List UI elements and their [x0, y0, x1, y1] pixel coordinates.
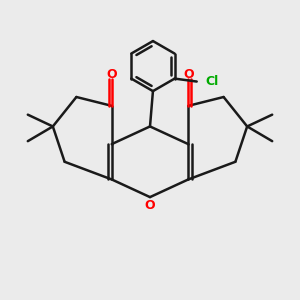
Text: O: O	[145, 199, 155, 212]
Text: Cl: Cl	[205, 75, 218, 88]
Text: O: O	[183, 68, 194, 80]
Text: O: O	[106, 68, 117, 80]
